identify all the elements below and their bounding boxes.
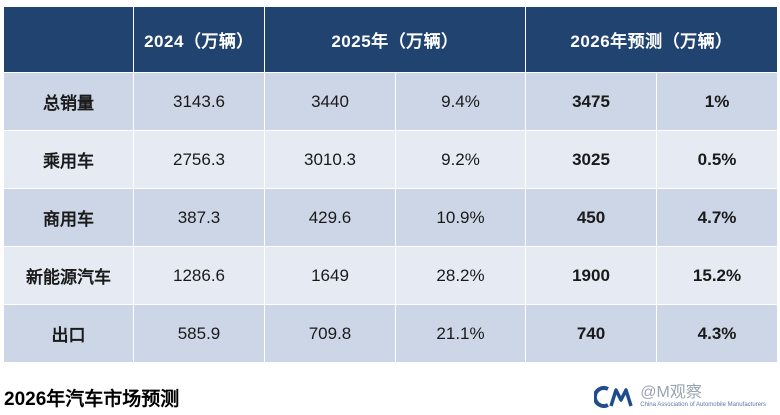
cell-2025-growth: 21.1% xyxy=(394,304,527,363)
cell-2024: 387.3 xyxy=(133,188,265,247)
table-row: 商用车 387.3 429.6 10.9% 450 4.7% xyxy=(3,188,779,247)
table-row: 新能源汽车 1286.6 1649 28.2% 1900 15.2% xyxy=(3,246,779,305)
header-corner xyxy=(3,6,134,73)
cell-2025: 1649 xyxy=(264,246,396,305)
cell-2024: 3143.6 xyxy=(133,72,265,131)
cell-2026-growth: 4.3% xyxy=(656,304,779,363)
cell-2024: 2756.3 xyxy=(133,130,265,189)
header-row: 2024（万辆） 2025年（万辆） 2026年预测（万辆） xyxy=(3,6,779,73)
cell-2025-growth: 9.4% xyxy=(394,72,527,131)
cell-2026-growth: 1% xyxy=(656,72,779,131)
table-row: 总销量 3143.6 3440 9.4% 3475 1% xyxy=(3,72,779,131)
cam-logo-icon xyxy=(594,386,633,408)
table-row: 乘用车 2756.3 3010.3 9.2% 3025 0.5% xyxy=(3,130,779,189)
cell-2026: 740 xyxy=(525,304,658,363)
row-label: 商用车 xyxy=(3,188,134,247)
cell-2026-growth: 15.2% xyxy=(656,246,779,305)
table-row: 出口 585.9 709.8 21.1% 740 4.3% xyxy=(3,304,779,363)
cell-2026-growth: 4.7% xyxy=(656,188,779,247)
cell-2026: 450 xyxy=(525,188,658,247)
cell-2025-growth: 9.2% xyxy=(394,130,527,189)
watermark-subtext: China Association of Automobile Manufact… xyxy=(640,402,766,408)
cell-2024: 1286.6 xyxy=(133,246,265,305)
cell-2025: 3440 xyxy=(264,72,396,131)
header-2026-forecast: 2026年预测（万辆） xyxy=(525,6,779,73)
header-2025: 2025年（万辆） xyxy=(263,6,527,73)
cell-2024: 585.9 xyxy=(133,304,265,363)
cell-2025: 3010.3 xyxy=(264,130,396,189)
row-label: 乘用车 xyxy=(3,130,134,189)
header-2024: 2024（万辆） xyxy=(133,6,265,73)
watermark-text: @M观察 xyxy=(640,384,702,401)
row-label: 总销量 xyxy=(3,72,134,131)
row-label: 出口 xyxy=(3,304,134,363)
row-label: 新能源汽车 xyxy=(3,246,134,305)
forecast-table: 2024（万辆） 2025年（万辆） 2026年预测（万辆） 总销量 3143.… xyxy=(3,6,779,363)
cell-2026: 1900 xyxy=(525,246,658,305)
cell-2026: 3475 xyxy=(525,72,658,131)
caption-title: 2026年汽车市场预测 xyxy=(4,389,180,410)
cell-2025-growth: 28.2% xyxy=(394,246,527,305)
cell-2025: 429.6 xyxy=(264,188,396,247)
cell-2025: 709.8 xyxy=(264,304,396,363)
cell-2026-growth: 0.5% xyxy=(656,130,779,189)
cell-2025-growth: 10.9% xyxy=(394,188,527,247)
watermark: @M观察 China Association of Automobile Man… xyxy=(594,384,766,410)
cell-2026: 3025 xyxy=(525,130,658,189)
